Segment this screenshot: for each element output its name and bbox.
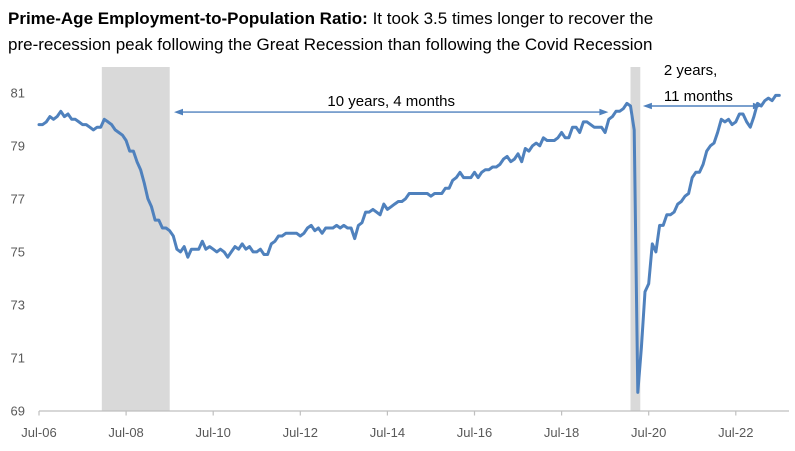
annotation-label: 11 months — [664, 88, 733, 105]
chart-title-line2: pre-recession peak following the Great R… — [8, 35, 653, 54]
y-axis-label: 75 — [11, 244, 25, 259]
chart-title-bold: Prime-Age Employment-to-Population Ratio… — [8, 9, 368, 28]
chart-title: Prime-Age Employment-to-Population Ratio… — [8, 6, 788, 58]
arrowhead-icon — [599, 108, 609, 116]
chart-title-line1-rest: It took 3.5 times longer to recover the — [367, 9, 654, 28]
recession-band — [101, 67, 170, 411]
annotation-label: 2 years, — [664, 62, 717, 79]
y-axis-label: 73 — [11, 297, 25, 312]
y-axis-label: 71 — [11, 351, 25, 366]
y-axis-label: 69 — [11, 404, 25, 419]
x-axis-label: Jul-16 — [457, 425, 492, 440]
y-axis-label: 77 — [11, 191, 25, 206]
x-axis-label: Jul-18 — [544, 425, 579, 440]
x-axis-label: Jul-12 — [283, 425, 318, 440]
x-axis-label: Jul-10 — [195, 425, 230, 440]
y-axis-label: 81 — [11, 85, 25, 100]
annotation-label: 10 years, 4 months — [327, 93, 455, 110]
x-axis-label: Jul-22 — [718, 425, 753, 440]
x-axis-label: Jul-08 — [108, 425, 143, 440]
arrowhead-icon — [752, 102, 762, 110]
arrowhead-icon — [174, 108, 183, 116]
x-axis-label: Jul-14 — [370, 425, 405, 440]
arrowhead-icon — [642, 102, 652, 110]
x-axis-label: Jul-06 — [21, 425, 56, 440]
y-axis-label: 79 — [11, 138, 25, 153]
data-line — [37, 93, 781, 394]
x-axis-label: Jul-20 — [631, 425, 666, 440]
